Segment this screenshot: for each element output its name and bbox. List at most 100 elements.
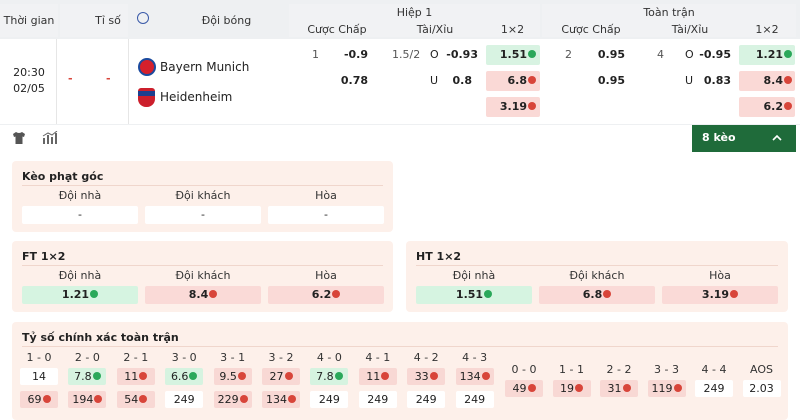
ht-draw-odds[interactable]: 3.19 [662,286,778,304]
ft-label-away: Đội khách [175,269,231,282]
divider [22,346,778,347]
odds-value: 27 [269,370,284,383]
ft-1x2-home[interactable]: 1.21 [739,45,795,65]
corner-away-odds[interactable]: - [145,206,261,224]
corner-home-odds[interactable]: - [22,206,138,224]
ft-ou-under[interactable]: U 0.83 [641,71,735,91]
score-label: 4 - 3 [462,351,488,364]
score-home-odds[interactable]: 7.8 [68,368,107,385]
score-draw-odds[interactable]: 119 [647,380,686,397]
ft-draw-odds[interactable]: 6.2 [268,286,384,304]
score-home-odds[interactable]: 14 [20,368,58,385]
home-team[interactable]: Bayern Munich [160,60,250,74]
header-score: Tỉ số [95,14,121,27]
header-fulltime-title: Toàn trận [643,6,695,19]
score-draw-odds[interactable]: 31 [600,380,638,397]
ft-label-home: Đội nhà [58,269,102,282]
score-away-odds[interactable]: 134 [262,391,300,408]
score-draw-odds[interactable]: 249 [695,380,733,397]
stats-chart-icon[interactable] [42,131,58,145]
ft-hcp-home[interactable]: 2 0.95 [543,45,637,65]
ht-draw-val: 3.19 [701,288,730,301]
score-label: 4 - 2 [413,351,439,364]
divider [22,185,383,186]
ft-1x2-draw[interactable]: 6.2 [739,97,795,117]
odds-value: 134 [459,370,481,383]
ht-label-draw: Hòa [709,269,731,282]
ht-home-val: 1.51 [455,288,484,301]
h1-hcp-away[interactable]: 0.78 [290,71,384,91]
h1-ou-under[interactable]: U 0.8 [388,71,482,91]
score-away-odds[interactable]: 194 [68,391,107,408]
score-home-odds[interactable]: 134 [455,368,494,385]
ft-home-odds[interactable]: 1.21 [22,286,138,304]
toolbar [0,125,800,153]
h1-1x2-draw[interactable]: 3.19 [486,97,540,117]
score-draw-odds[interactable]: 2.03 [742,380,781,397]
corner-draw-odds[interactable]: - [268,206,384,224]
header-full-hcp: Cược Chấp [561,23,621,36]
score-away-odds[interactable]: 249 [310,391,349,408]
score-label: 3 - 2 [268,351,294,364]
ft-hcp-home-val: 0.95 [597,48,625,61]
ft-ou-under-val: 0.83 [703,74,731,87]
ft-away-val: 8.4 [188,288,209,301]
score-home-odds[interactable]: 33 [407,368,446,385]
score-draw-odds[interactable]: 49 [505,380,543,397]
score-draw-odds[interactable]: 19 [552,380,591,397]
odds-value: 19 [560,382,574,395]
odds-value: 119 [651,382,673,395]
ft-draw-val: 6.2 [311,288,332,301]
score-home-odds[interactable]: 7.8 [310,368,349,385]
score-away-odds[interactable]: 249 [165,391,204,408]
ft-hcp-line: 2 [565,48,572,61]
ht-away-odds[interactable]: 6.8 [539,286,655,304]
score-away-odds[interactable]: 229 [213,391,252,408]
header-time: Thời gian [3,14,55,27]
h1-ou-over[interactable]: 1.5/2 O -0.93 [388,45,482,65]
h1-hcp-home[interactable]: 1 -0.9 [290,45,384,65]
score-home-odds[interactable]: 11 [358,368,397,385]
live-tv-icon[interactable] [137,12,149,24]
arrow-down-icon [239,395,248,403]
more-bets-button[interactable]: 8 kèo [692,125,796,152]
score-label: 1 - 1 [559,363,584,376]
header-full-ou: Tài/Xỉu [671,23,709,36]
arrow-up-icon [528,50,536,58]
ft-ou-u: U [685,74,694,87]
score-away-odds[interactable]: 249 [358,391,397,408]
score-home-odds[interactable]: 11 [116,368,155,385]
score-home-odds[interactable]: 27 [262,368,300,385]
score-home-odds[interactable]: 9.5 [213,368,252,385]
h1-1x2-home[interactable]: 1.51 [486,45,540,65]
odds-value: 33 [414,370,429,383]
score-away-odds[interactable]: 249 [455,391,494,408]
ht-home-odds[interactable]: 1.51 [416,286,532,304]
score-label: 4 - 0 [316,351,342,364]
heidenheim-logo [138,88,155,107]
score-home-odds[interactable]: 6.6 [165,368,204,385]
away-team[interactable]: Heidenheim [160,90,233,104]
ft-away-odds[interactable]: 8.4 [145,286,261,304]
odds-value: 2.03 [749,382,774,395]
score-away-odds[interactable]: 54 [116,391,155,408]
score-away-odds[interactable]: 69 [20,391,58,408]
odds-value: 7.8 [316,370,334,383]
ft-1x2-away[interactable]: 8.4 [739,71,795,91]
h1-ou-line: 1.5/2 [392,48,421,61]
ft-ou-line: 4 [657,48,664,61]
arrow-down-icon [784,102,792,110]
h1-1x2-home-val: 1.51 [499,48,527,61]
ht-away-val: 6.8 [582,288,603,301]
h1-1x2-away[interactable]: 6.8 [486,71,540,91]
odds-value: 54 [124,393,139,406]
h1-1x2-away-val: 6.8 [507,74,528,87]
odds-value: 249 [173,393,195,406]
bayern-logo [138,58,156,76]
ft-ou-over[interactable]: 4 O -0.95 [641,45,735,65]
shirt-icon[interactable] [12,131,26,145]
odds-value: 11 [124,370,139,383]
ft-hcp-away[interactable]: 0.95 [543,71,637,91]
header-half1-hcp: Cược Chấp [307,23,367,36]
score-away-odds[interactable]: 249 [407,391,446,408]
